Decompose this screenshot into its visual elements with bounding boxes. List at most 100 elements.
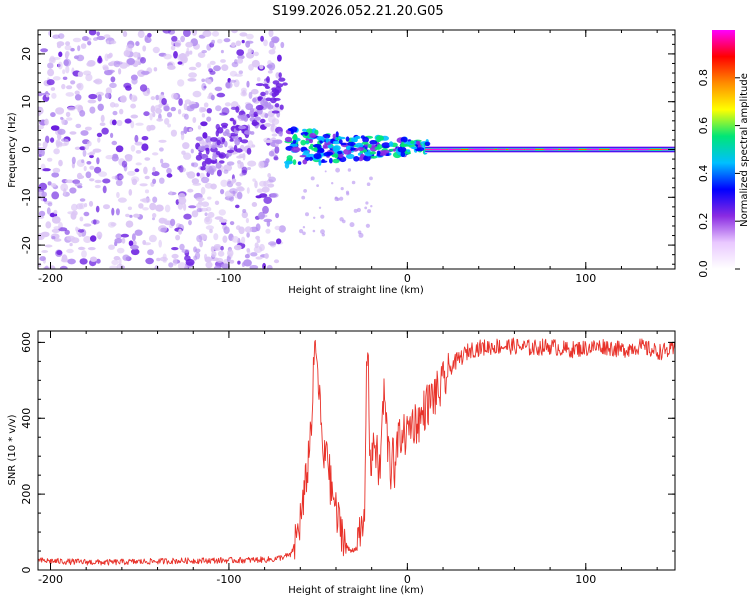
noise-blob (65, 111, 71, 118)
noise-blob (238, 226, 245, 235)
transition-blob (332, 145, 341, 151)
noise-blob (97, 137, 101, 143)
noise-blob (145, 257, 154, 265)
noise-blob (220, 189, 225, 195)
transition-blob (337, 150, 343, 155)
noise-blob (177, 53, 186, 62)
noise-blob (201, 83, 207, 91)
faint-blob (357, 230, 362, 234)
track-blob (279, 104, 284, 110)
noise-blob (89, 151, 96, 155)
transition-blob (400, 141, 405, 148)
track-blob (207, 170, 214, 174)
track-blob (220, 122, 229, 127)
noise-blob (245, 40, 251, 48)
transition-blob (291, 146, 301, 153)
noise-blob (94, 179, 102, 184)
noise-blob (84, 126, 92, 131)
noise-blob (65, 179, 74, 184)
noise-blob (116, 119, 123, 127)
faint-blob (302, 231, 306, 236)
noise-blob (246, 80, 250, 88)
transition-blob (357, 147, 365, 151)
transition-blob (352, 137, 358, 142)
noise-blob (57, 128, 66, 135)
noise-blob (50, 137, 55, 143)
transition-blob (345, 145, 351, 151)
noise-blob (130, 176, 140, 183)
noise-blob (220, 245, 224, 251)
noise-blob (43, 197, 48, 202)
noise-blob (180, 35, 186, 43)
noise-blob (51, 92, 57, 99)
noise-blob (268, 150, 275, 157)
noise-blob (173, 51, 178, 59)
transition-blob (322, 133, 331, 139)
noise-blob (190, 148, 194, 154)
noise-blob (193, 246, 197, 253)
noise-blob (139, 84, 148, 92)
noise-blob (266, 264, 273, 269)
noise-blob (215, 105, 222, 112)
y-tick-label: 10 (20, 95, 33, 109)
colorbar-tick-label: 0.6 (697, 117, 710, 135)
track-blob (274, 103, 280, 108)
track-blob (264, 113, 269, 119)
track-blob (265, 97, 272, 102)
noise-blob (256, 238, 261, 243)
faint-blob (313, 216, 316, 219)
noise-blob (88, 93, 98, 100)
transition-blob (312, 144, 322, 148)
faint-blob (353, 208, 358, 213)
x-tick-label: 0 (404, 272, 411, 285)
noise-blob (252, 178, 256, 182)
y-tick-label: 0 (20, 567, 33, 574)
noise-blob (195, 62, 202, 68)
noise-blob (106, 53, 112, 59)
noise-blob (231, 178, 235, 185)
track-blob (196, 172, 200, 177)
transition-blob (361, 141, 369, 145)
noise-blob (69, 131, 77, 135)
noise-blob (249, 265, 259, 269)
noise-blob (236, 58, 244, 64)
tone-peak (543, 148, 553, 151)
noise-blob (209, 70, 216, 75)
noise-blob (274, 225, 281, 231)
noise-blob (108, 244, 115, 250)
transition-blob (332, 140, 341, 145)
noise-blob (158, 139, 167, 143)
tone-peak (560, 148, 577, 151)
noise-blob (223, 169, 229, 174)
noise-blob (130, 74, 138, 81)
noise-blob (162, 253, 167, 260)
transition-blob (381, 150, 390, 154)
faint-blob (301, 195, 306, 200)
noise-blob (263, 39, 268, 47)
snr-marks (38, 337, 675, 566)
noise-blob (189, 50, 193, 55)
noise-blob (131, 233, 136, 241)
noise-blob (142, 207, 149, 211)
noise-blob (161, 162, 170, 169)
noise-blob (58, 141, 63, 148)
faint-blob (340, 187, 344, 191)
track-blob (267, 102, 272, 109)
noise-blob (82, 149, 87, 157)
noise-blob (178, 228, 183, 235)
transition-blob (360, 135, 365, 139)
noise-blob (115, 233, 122, 239)
noise-blob (166, 173, 173, 178)
noise-blob (178, 196, 187, 205)
faint-blob (366, 182, 371, 186)
noise-blob (76, 203, 83, 210)
noise-blob (231, 42, 236, 47)
noise-blob (64, 229, 70, 235)
noise-blob (79, 216, 84, 222)
noise-blob (195, 136, 203, 142)
transition-blob (324, 141, 332, 146)
transition-blob (424, 141, 431, 146)
transition-blob (332, 133, 336, 140)
noise-blob (79, 146, 86, 151)
